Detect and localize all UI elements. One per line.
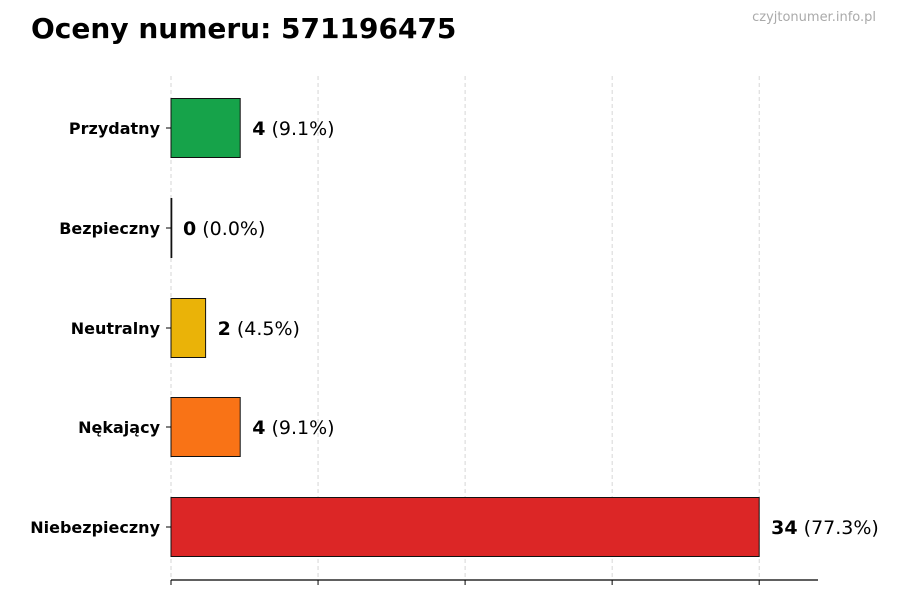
bar-neutralny	[170, 298, 207, 358]
bar-nękający	[170, 397, 241, 457]
data-label: 0 (0.0%)	[183, 218, 265, 240]
value-label: 2	[218, 318, 231, 340]
data-label: 4 (9.1%)	[252, 118, 334, 140]
bar-bezpieczny	[170, 198, 173, 258]
percent-label: (0.0%)	[196, 218, 265, 240]
value-label: 4	[252, 118, 265, 140]
value-label: 0	[183, 218, 196, 240]
bar-przydatny	[170, 98, 241, 158]
watermark: czyjtonumer.info.pl	[752, 10, 876, 25]
data-label: 4 (9.1%)	[252, 417, 334, 439]
percent-label: (4.5%)	[231, 318, 300, 340]
percent-label: (77.3%)	[798, 517, 879, 539]
category-label: Neutralny	[71, 319, 161, 338]
value-label: 34	[771, 517, 797, 539]
category-label: Bezpieczny	[59, 219, 160, 238]
data-label: 34 (77.3%)	[771, 517, 879, 539]
percent-label: (9.1%)	[265, 417, 334, 439]
bar-niebezpieczny	[170, 497, 760, 557]
category-label: Przydatny	[69, 119, 161, 138]
percent-label: (9.1%)	[265, 118, 334, 140]
category-label: Nękający	[78, 418, 160, 437]
value-label: 4	[252, 417, 265, 439]
chart-title: Oceny numeru: 571196475	[31, 12, 457, 45]
category-label: Niebezpieczny	[30, 518, 160, 537]
data-label: 2 (4.5%)	[218, 318, 300, 340]
